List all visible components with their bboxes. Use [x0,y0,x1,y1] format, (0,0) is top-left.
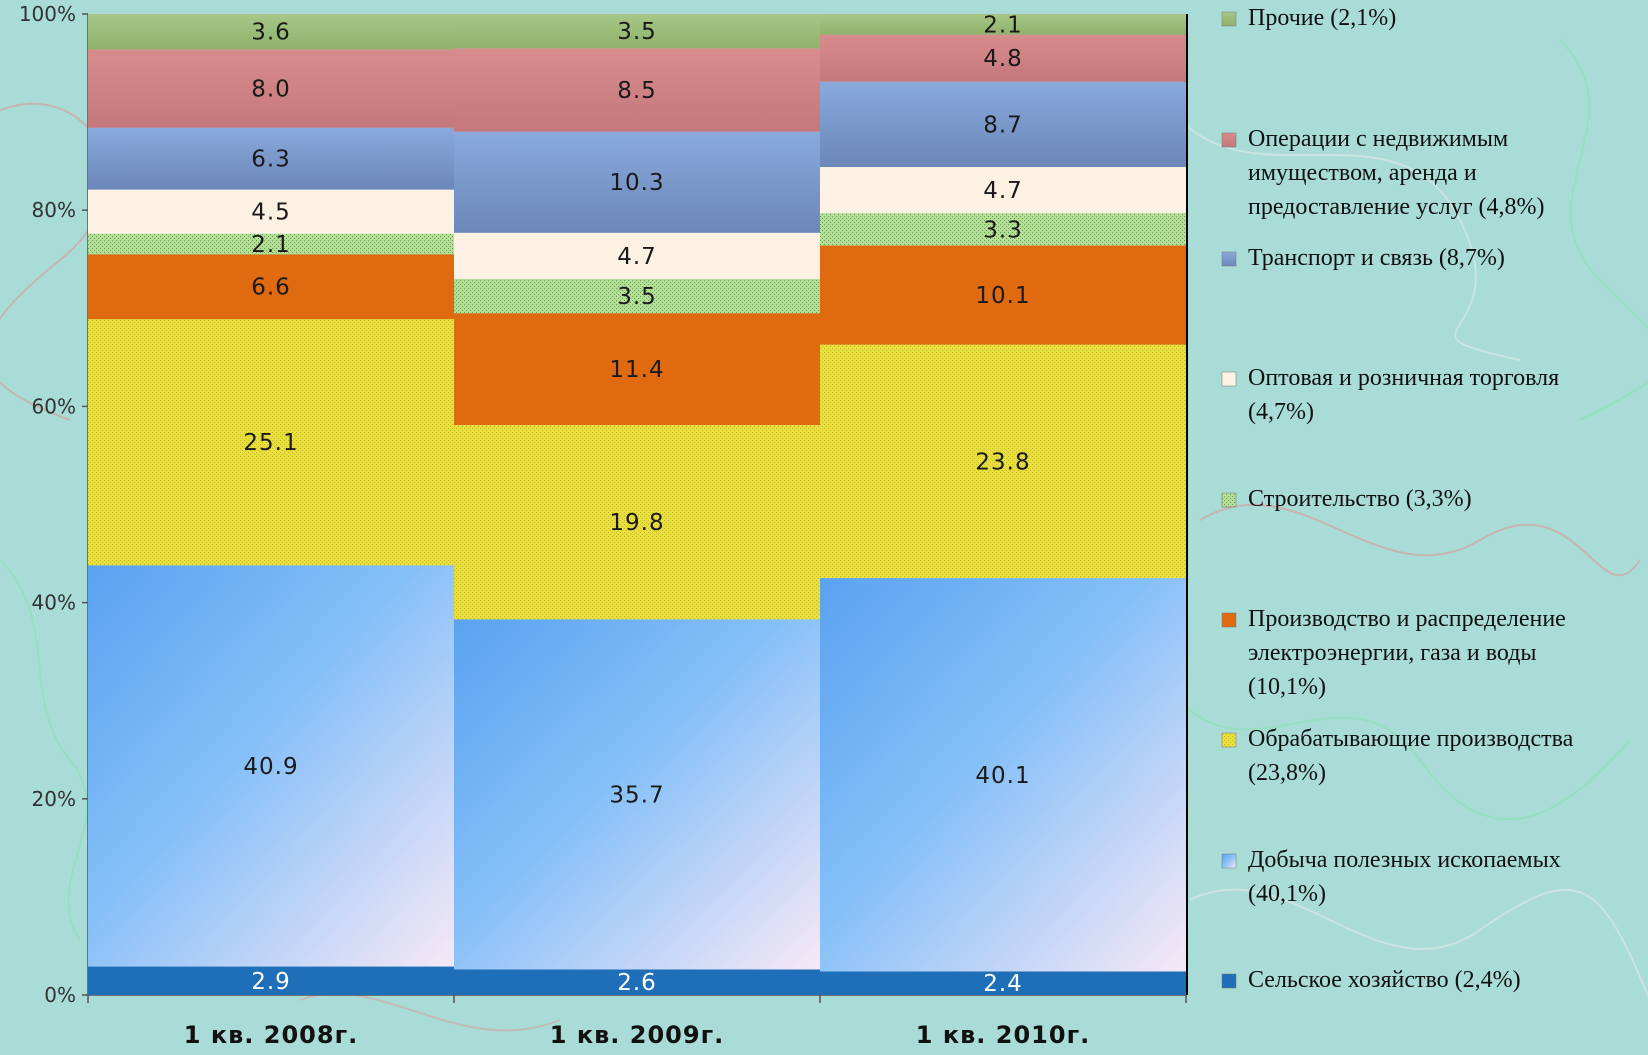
bar-segment [88,254,454,320]
bar-segment [88,14,454,50]
legend-item: Сельское хозяйство (2,4%) [1248,967,1521,993]
legend-item: Прочие (2,1%) [1248,5,1396,31]
x-tick-label: 1 кв. 2010г. [916,1021,1090,1049]
data-label: 25.1 [243,430,298,456]
data-label: 2.4 [983,971,1023,997]
data-label: 10.3 [609,170,664,196]
data-label: 8.7 [983,112,1023,138]
legend-swatch [1221,853,1237,869]
legend-swatch [1221,132,1237,148]
data-label: 2.9 [251,969,291,995]
bar-segment [454,619,820,970]
bar-segment [88,127,454,190]
data-label: 40.9 [243,754,298,780]
bar-segment [88,189,454,234]
y-tick-label: 100% [19,2,76,26]
bar-segment [820,14,1186,35]
bar-segment [820,81,1186,168]
y-tick-label: 80% [32,198,76,222]
bar-segment [454,278,820,314]
bar-segment [820,971,1186,995]
y-tick-label: 0% [44,983,76,1007]
y-tick-label: 40% [32,591,76,615]
data-label: 23.8 [975,449,1030,475]
bar-segment [454,48,820,132]
data-label: 4.5 [251,200,291,226]
bar-segment [88,565,454,967]
bar-segment [88,319,454,566]
data-label: 35.7 [609,782,664,808]
data-label: 6.3 [251,147,291,173]
data-label: 3.3 [983,217,1023,243]
data-label: 3.5 [617,284,657,310]
bar-segment [88,966,454,995]
data-label: 6.6 [251,275,291,301]
bar-segment [88,49,454,128]
data-label: 8.0 [251,77,291,103]
data-label: 2.1 [983,12,1023,38]
data-label: 3.5 [617,19,657,45]
legend-item: Обрабатывающие производства (23,8%) [1248,726,1574,786]
data-label: 2.6 [617,970,657,996]
legend-item: Транспорт и связь (8,7%) [1248,245,1505,271]
data-label: 11.4 [609,357,664,383]
data-label: 40.1 [975,763,1030,789]
data-label: 3.6 [251,20,291,46]
bar-segment [454,425,820,620]
y-tick-label: 20% [32,787,76,811]
bar-segment [454,232,820,279]
legend-item: Оптовая и розничная торговля (4,7%) [1248,365,1559,425]
bar-segment [820,167,1186,214]
bar-segment [820,245,1186,345]
x-tick-label: 1 кв. 2008г. [184,1021,358,1049]
legend-item: Производство и распределение электроэнерг… [1248,606,1566,700]
data-label: 4.7 [617,244,657,270]
data-label: 10.1 [975,283,1030,309]
bar-segment [454,969,820,995]
data-label: 2.1 [251,232,291,258]
bar-segment [820,344,1186,579]
bar-segment [88,233,454,255]
legend-swatch [1221,251,1237,267]
data-label: 8.5 [617,78,657,104]
legend-item: Строительство (3,3%) [1248,486,1472,512]
data-label: 4.8 [983,46,1023,72]
bar-segment [820,213,1186,246]
legend-swatch [1221,371,1237,387]
bar-segment [820,34,1186,82]
bar-segment [454,131,820,233]
data-label: 19.8 [609,510,664,536]
legend-item: Операции с недвижимым имуществом, аренда … [1248,126,1545,220]
legend-swatch [1221,492,1237,508]
legend-swatch [1221,732,1237,748]
bar-segment [820,578,1186,972]
bar-segment [454,14,820,49]
x-tick-label: 1 кв. 2009г. [550,1021,724,1049]
legend-swatch [1221,973,1237,989]
y-tick-label: 60% [32,394,76,418]
bar-segment [454,313,820,426]
legend-swatch [1221,11,1237,27]
legend-item: Добыча полезных ископаемых (40,1%) [1248,847,1561,907]
legend-swatch [1221,612,1237,628]
data-label: 4.7 [983,178,1023,204]
